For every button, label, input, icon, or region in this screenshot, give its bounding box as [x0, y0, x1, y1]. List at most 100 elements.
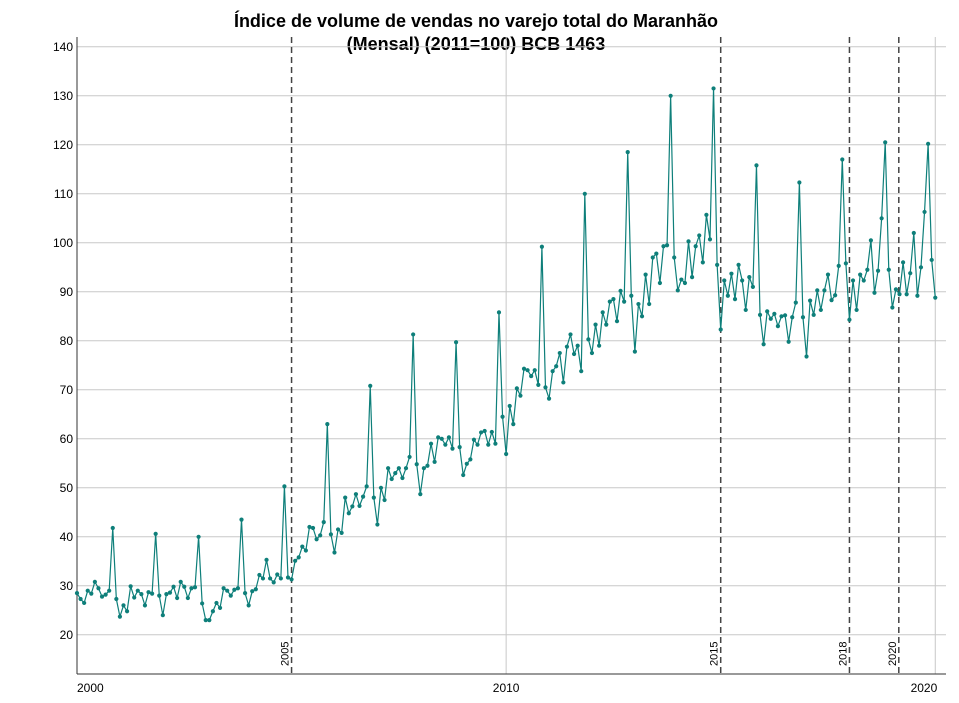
data-point [346, 511, 351, 516]
data-point [704, 212, 709, 217]
data-point [171, 584, 176, 589]
y-tick-label: 120 [53, 138, 73, 152]
data-point [879, 216, 884, 221]
data-point [800, 315, 806, 320]
data-point [682, 280, 688, 286]
data-point [593, 322, 598, 327]
data-point [482, 428, 487, 434]
data-point [393, 471, 398, 476]
data-point [883, 140, 888, 145]
data-point [539, 244, 545, 249]
chart-title-line-1: Índice de volume de vendas no varejo tot… [234, 10, 718, 31]
data-point [761, 342, 766, 347]
data-point [790, 315, 795, 320]
data-point [78, 596, 83, 602]
data-point [725, 293, 730, 298]
data-point [521, 366, 527, 371]
data-point [893, 287, 899, 292]
data-point [443, 442, 448, 447]
data-point [167, 590, 173, 595]
data-point [571, 351, 577, 357]
data-point [486, 442, 491, 447]
data-point [847, 317, 852, 322]
tick-labels: 20 30 40 50 60 70 80 90 100 110 120 130 140 2000 2010 2… [53, 40, 938, 695]
y-tick-label: 100 [53, 236, 73, 250]
data-point [661, 244, 666, 249]
data-point [268, 576, 273, 581]
data-point [543, 385, 548, 390]
data-point [250, 589, 255, 594]
data-point [85, 588, 90, 593]
data-point [597, 343, 602, 348]
x-tick-label: 2000 [77, 681, 104, 695]
data-point [121, 603, 126, 608]
data-point [718, 327, 723, 332]
data-point [321, 520, 326, 525]
data-point [425, 463, 430, 468]
data-point [707, 237, 713, 242]
data-point [686, 239, 691, 244]
data-point [736, 262, 741, 267]
data-point [650, 255, 655, 260]
data-point [92, 579, 97, 584]
data-point [210, 609, 215, 614]
data-point [153, 531, 158, 536]
data-point [418, 492, 423, 497]
y-tick-label: 80 [60, 334, 74, 348]
data-point [657, 280, 663, 286]
data-point [314, 537, 319, 542]
data-point [843, 261, 848, 266]
data-point [908, 271, 913, 276]
data-point [732, 297, 738, 302]
data-point [915, 293, 920, 298]
data-point [715, 262, 720, 267]
data-point [772, 311, 777, 316]
data-point [779, 314, 784, 319]
y-tick-label: 140 [53, 40, 73, 54]
data-point [360, 494, 366, 499]
y-tick-label: 70 [60, 383, 74, 397]
data-point [82, 600, 87, 606]
data-point [389, 476, 394, 482]
data-point [289, 577, 294, 582]
data-point [875, 268, 881, 273]
data-point [74, 591, 80, 596]
data-point [664, 243, 670, 248]
data-point [357, 503, 362, 509]
y-tick-label: 130 [53, 89, 73, 103]
data-point [228, 593, 233, 598]
data-point [475, 442, 480, 447]
data-point [468, 457, 473, 462]
data-point [339, 530, 344, 535]
data-point [922, 209, 927, 215]
data-point [386, 466, 391, 471]
data-point [636, 301, 641, 307]
data-point [811, 312, 816, 317]
data-point [654, 251, 659, 256]
data-point [829, 298, 834, 303]
data-point [160, 613, 165, 618]
data-point [743, 307, 748, 313]
data-point [818, 307, 823, 313]
data-point [518, 393, 523, 398]
data-point [278, 576, 283, 581]
data-point [400, 475, 405, 481]
data-point [307, 524, 312, 530]
data-point [353, 492, 359, 497]
data-point [768, 316, 773, 321]
data-point [375, 522, 380, 527]
data-point [754, 163, 759, 168]
data-point [457, 445, 462, 450]
data-point [185, 595, 190, 601]
data-point [604, 322, 609, 327]
grid-lines [76, 37, 946, 674]
data-point [310, 525, 316, 531]
data-point [432, 459, 437, 464]
data-point [332, 550, 337, 555]
data-point [786, 339, 791, 344]
data-point [750, 284, 755, 289]
data-point [489, 429, 494, 435]
x-tick-label: 2020 [911, 681, 938, 695]
data-point [815, 288, 820, 293]
data-point [825, 272, 831, 277]
